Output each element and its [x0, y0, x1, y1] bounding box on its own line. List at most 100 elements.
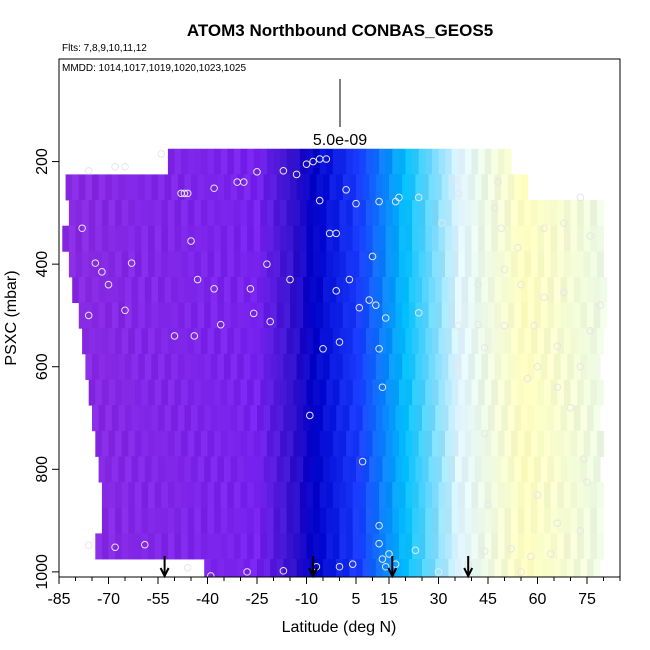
heatmap-cell: [85, 174, 93, 201]
heatmap-cell: [217, 302, 225, 329]
heatmap-cell: [593, 559, 601, 577]
heatmap-cell: [458, 225, 466, 252]
heatmap-cell: [240, 482, 248, 509]
heatmap-cell: [151, 456, 159, 483]
heatmap-cell: [488, 405, 495, 432]
heatmap-cell: [537, 328, 545, 355]
heatmap-cell: [517, 430, 525, 457]
heatmap-cell: [296, 276, 304, 304]
heatmap-cell: [455, 456, 462, 483]
heatmap-cell: [230, 276, 238, 304]
sample-point: [91, 259, 100, 267]
heatmap-cell: [478, 533, 486, 560]
heatmap-cell: [101, 328, 109, 355]
heatmap-cell: [316, 405, 324, 432]
heatmap-cell: [194, 328, 202, 355]
heatmap-cell: [121, 200, 129, 227]
heatmap-cell: [583, 251, 591, 278]
heatmap-cell: [573, 302, 581, 329]
x-axis: -85 -70 -55 -40 -25 -10 5 15 30 45 60 75: [47, 577, 621, 608]
heatmap-cell: [359, 200, 367, 227]
heatmap-cell: [445, 482, 453, 509]
heatmap-cell: [405, 379, 413, 406]
sample-point: [385, 550, 393, 558]
heatmap-cell: [326, 533, 334, 560]
heatmap-cell: [95, 533, 103, 560]
heatmap-cell: [290, 276, 297, 304]
heatmap-cell: [313, 482, 321, 509]
sample-point: [210, 284, 218, 293]
heatmap-cell: [270, 559, 278, 577]
heatmap-cell: [389, 405, 396, 432]
heatmap-cell: [339, 251, 347, 278]
sample-point: [84, 541, 93, 550]
heatmap-cell: [293, 148, 301, 175]
heatmap-cell: [346, 200, 354, 227]
heatmap-cell: [134, 328, 142, 355]
heatmap-cell: [567, 276, 575, 304]
heatmap-cell: [550, 507, 558, 534]
heatmap-cell: [303, 302, 311, 329]
heatmap-cell: [534, 456, 542, 483]
heatmap-cell: [161, 251, 169, 278]
heatmap-cell: [171, 302, 179, 329]
heatmap-cell: [488, 174, 495, 201]
heatmap-cell: [488, 353, 495, 380]
heatmap-cell: [210, 302, 218, 329]
heatmap-cell: [471, 379, 479, 406]
heatmap-cell: [554, 405, 561, 432]
heatmap-cell: [425, 379, 433, 406]
heatmap-cell: [504, 328, 512, 355]
heatmap-cell: [530, 200, 538, 227]
heatmap-cell: [395, 302, 403, 329]
heatmap-cell: [323, 174, 330, 201]
heatmap-cell: [92, 405, 99, 432]
heatmap-cell: [128, 533, 136, 560]
sample-point: [480, 547, 489, 556]
heatmap-cell: [181, 507, 189, 534]
heatmap-cell: [111, 456, 119, 483]
heatmap-cell: [233, 507, 241, 534]
heatmap-cell: [537, 533, 545, 560]
heatmap-cell: [296, 559, 304, 577]
heatmap-cell: [323, 276, 330, 304]
heatmap-cell: [441, 456, 449, 483]
heatmap-cell: [154, 200, 162, 227]
heatmap-cell: [184, 174, 192, 201]
heatmap-cell: [280, 251, 288, 278]
heatmap-cell: [435, 302, 443, 329]
sample-point: [451, 362, 459, 371]
heatmap-cell: [280, 482, 288, 509]
heatmap-cell: [240, 379, 248, 406]
heatmap-cell: [567, 353, 575, 380]
x-tick-label: -25: [245, 591, 268, 608]
heatmap-cell: [392, 200, 400, 227]
heatmap-cell: [524, 328, 532, 355]
sample-point: [494, 178, 502, 186]
heatmap-cell: [121, 430, 129, 457]
heatmap-cell: [247, 379, 255, 406]
heatmap-cell: [240, 533, 248, 560]
heatmap-cell: [141, 251, 149, 278]
heatmap-cell: [319, 225, 327, 252]
heatmap-cell: [233, 148, 241, 175]
heatmap-cell: [131, 276, 139, 304]
heatmap-cell: [382, 559, 390, 577]
heatmap-cell: [243, 559, 251, 577]
heatmap-cell: [448, 174, 456, 201]
heatmap-cell: [425, 200, 433, 227]
heatmap-cell: [154, 533, 162, 560]
heatmap-cell: [164, 174, 172, 201]
heatmap-cell: [474, 405, 482, 432]
heatmap-cell: [418, 148, 426, 175]
heatmap-cell: [323, 353, 330, 380]
heatmap-cell: [207, 430, 215, 457]
sample-point: [266, 317, 275, 326]
heatmap-cell: [573, 276, 581, 304]
heatmap-cell: [118, 302, 126, 329]
heatmap-cell: [583, 533, 591, 560]
heatmap-cell: [379, 379, 387, 406]
heatmap-cell: [481, 353, 489, 380]
heatmap-cell: [131, 174, 139, 201]
heatmap-cell: [527, 559, 535, 577]
